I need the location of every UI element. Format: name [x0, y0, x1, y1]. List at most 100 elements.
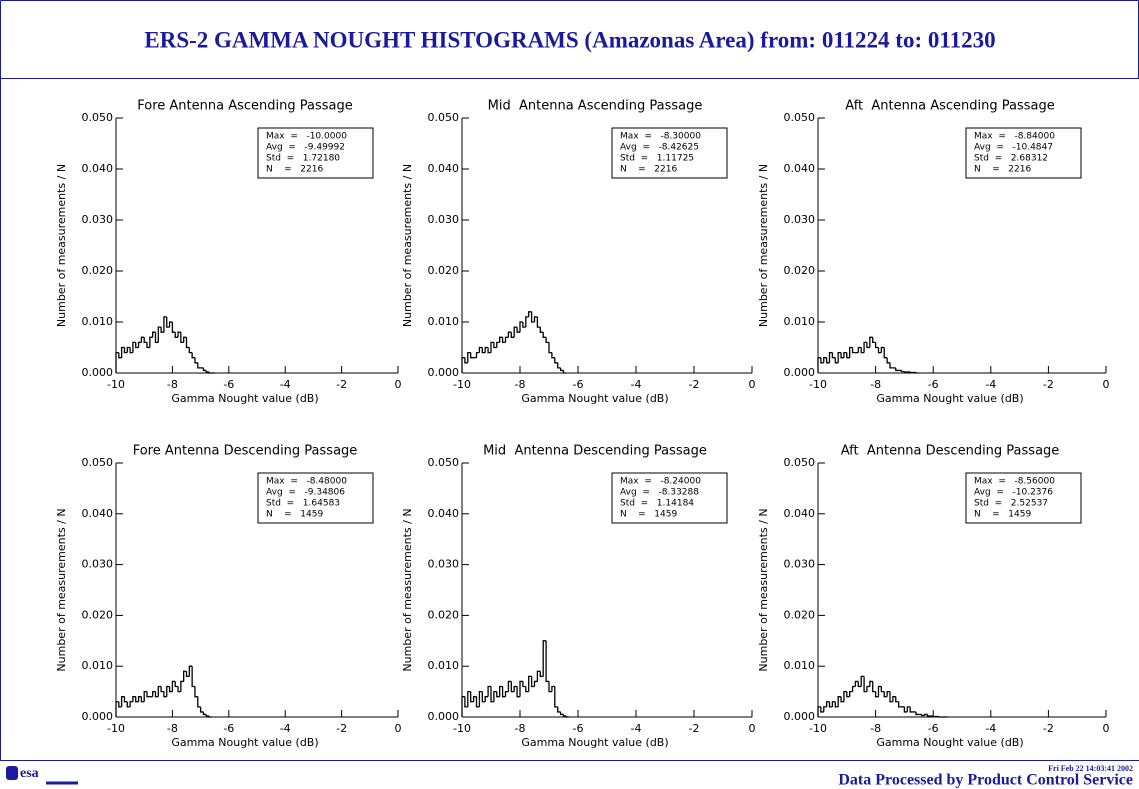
x-tick-label: -4 [280, 722, 291, 735]
histogram-step [157, 685, 162, 697]
histogram-step [115, 351, 119, 373]
histogram-step [562, 714, 567, 717]
histogram-step [926, 714, 931, 717]
histogram-step [199, 706, 204, 713]
y-axis-label: Number of measurements / N [401, 508, 414, 671]
histogram-step [559, 367, 564, 372]
x-tick-label: -2 [689, 722, 700, 735]
stats-line: N = 2216 [620, 165, 677, 175]
histogram-step [180, 680, 184, 692]
histogram-step [921, 714, 925, 717]
x-tick-label: -4 [631, 722, 642, 735]
stats-line: Std = 1.64583 [266, 499, 340, 509]
stats-box [611, 127, 728, 179]
histogram-step [123, 696, 128, 703]
histogram-step [519, 680, 523, 697]
histogram-step [183, 670, 187, 682]
x-axis-label: Gamma Nought value (dB) [171, 736, 318, 749]
histogram-step [464, 696, 468, 708]
histogram-step [851, 685, 856, 692]
histogram-step [866, 342, 870, 349]
x-tick-label: -4 [985, 378, 996, 391]
histogram-step [154, 332, 159, 344]
y-tick-label: 0.050 [784, 111, 816, 124]
y-tick-label: 0.040 [428, 507, 460, 520]
histogram-step [834, 357, 839, 364]
x-tick-label: -8 [870, 378, 881, 391]
y-tick-label: 0.020 [82, 264, 114, 277]
histogram-step [504, 336, 509, 343]
histogram-step [507, 331, 512, 338]
histogram-step [197, 362, 201, 369]
x-tick-label: -10 [453, 722, 471, 735]
chart-title: Mid Antenna Ascending Passage [488, 99, 703, 114]
histogram-step [120, 346, 125, 358]
histogram-step [551, 685, 555, 692]
y-tick-label: 0.010 [428, 659, 460, 672]
x-axis-label: Gamma Nought value (dB) [521, 736, 668, 749]
histogram-step [533, 680, 538, 687]
histogram-step [470, 352, 474, 359]
x-axis-label: Gamma Nought value (dB) [521, 392, 668, 405]
x-tick-label: -2 [336, 378, 347, 391]
histogram-step [817, 357, 821, 373]
histogram-step [490, 686, 494, 703]
histogram-step [171, 680, 176, 692]
histogram-step [823, 706, 827, 712]
stats-line: N = 2216 [974, 165, 1031, 175]
histogram-step [516, 327, 520, 333]
stats-line: Std = 2.68312 [974, 154, 1048, 164]
histogram-step [205, 370, 210, 373]
histogram-step [846, 352, 850, 359]
histogram-step [191, 666, 195, 688]
stats-line: N = 1459 [974, 510, 1031, 520]
stats-box [257, 127, 374, 179]
histogram-step [823, 357, 827, 363]
stats-line: Avg = -10.2376 [974, 488, 1053, 498]
histogram-step [854, 680, 859, 687]
histogram-step [513, 326, 518, 338]
histogram-step [883, 347, 888, 359]
stats-line: N = 1459 [620, 510, 677, 520]
stats-box [965, 127, 1082, 179]
x-tick-label: -4 [280, 378, 291, 391]
y-tick-label: 0.030 [784, 213, 816, 226]
x-tick-label: -6 [928, 378, 939, 391]
y-tick-label: 0.020 [428, 608, 460, 621]
page-title: ERS-2 GAMMA NOUGHT HISTOGRAMS (Amazonas … [144, 27, 995, 52]
histogram-step [932, 715, 937, 718]
x-tick-label: -10 [107, 378, 125, 391]
histogram-step [510, 681, 515, 693]
y-tick-label: 0.010 [82, 659, 114, 672]
x-tick-label: 0 [749, 378, 756, 391]
histogram-step [470, 691, 474, 703]
histogram-step [820, 706, 824, 713]
histogram-step [909, 706, 914, 713]
histogram-step [851, 347, 856, 354]
x-tick-label: -8 [515, 378, 526, 391]
histogram-step [545, 337, 549, 344]
histogram-step [129, 701, 133, 707]
histogram-step [191, 352, 195, 359]
histogram-step [472, 696, 477, 702]
chart-title: Fore Antenna Descending Passage [133, 444, 358, 459]
histogram-step [840, 352, 844, 359]
histogram-step [874, 342, 879, 349]
histogram-step [154, 691, 159, 698]
histogram-step [152, 690, 156, 697]
histogram-step [522, 322, 526, 328]
timestamp: Fri Feb 22 14:03:41 2002 [1048, 764, 1133, 773]
histogram-step [160, 686, 164, 693]
histogram-step [562, 370, 567, 374]
histogram-step [475, 696, 480, 708]
histogram-step [860, 675, 865, 687]
y-tick-label: 0.000 [82, 366, 114, 379]
histogram-step [849, 346, 853, 358]
x-tick-label: 0 [395, 378, 402, 391]
histogram-step [923, 713, 928, 716]
histogram-step [909, 371, 914, 374]
histogram-step [883, 691, 888, 698]
x-tick-label: -10 [809, 722, 827, 735]
chart-title: Fore Antenna Ascending Passage [137, 99, 352, 114]
histogram-step [525, 686, 529, 693]
